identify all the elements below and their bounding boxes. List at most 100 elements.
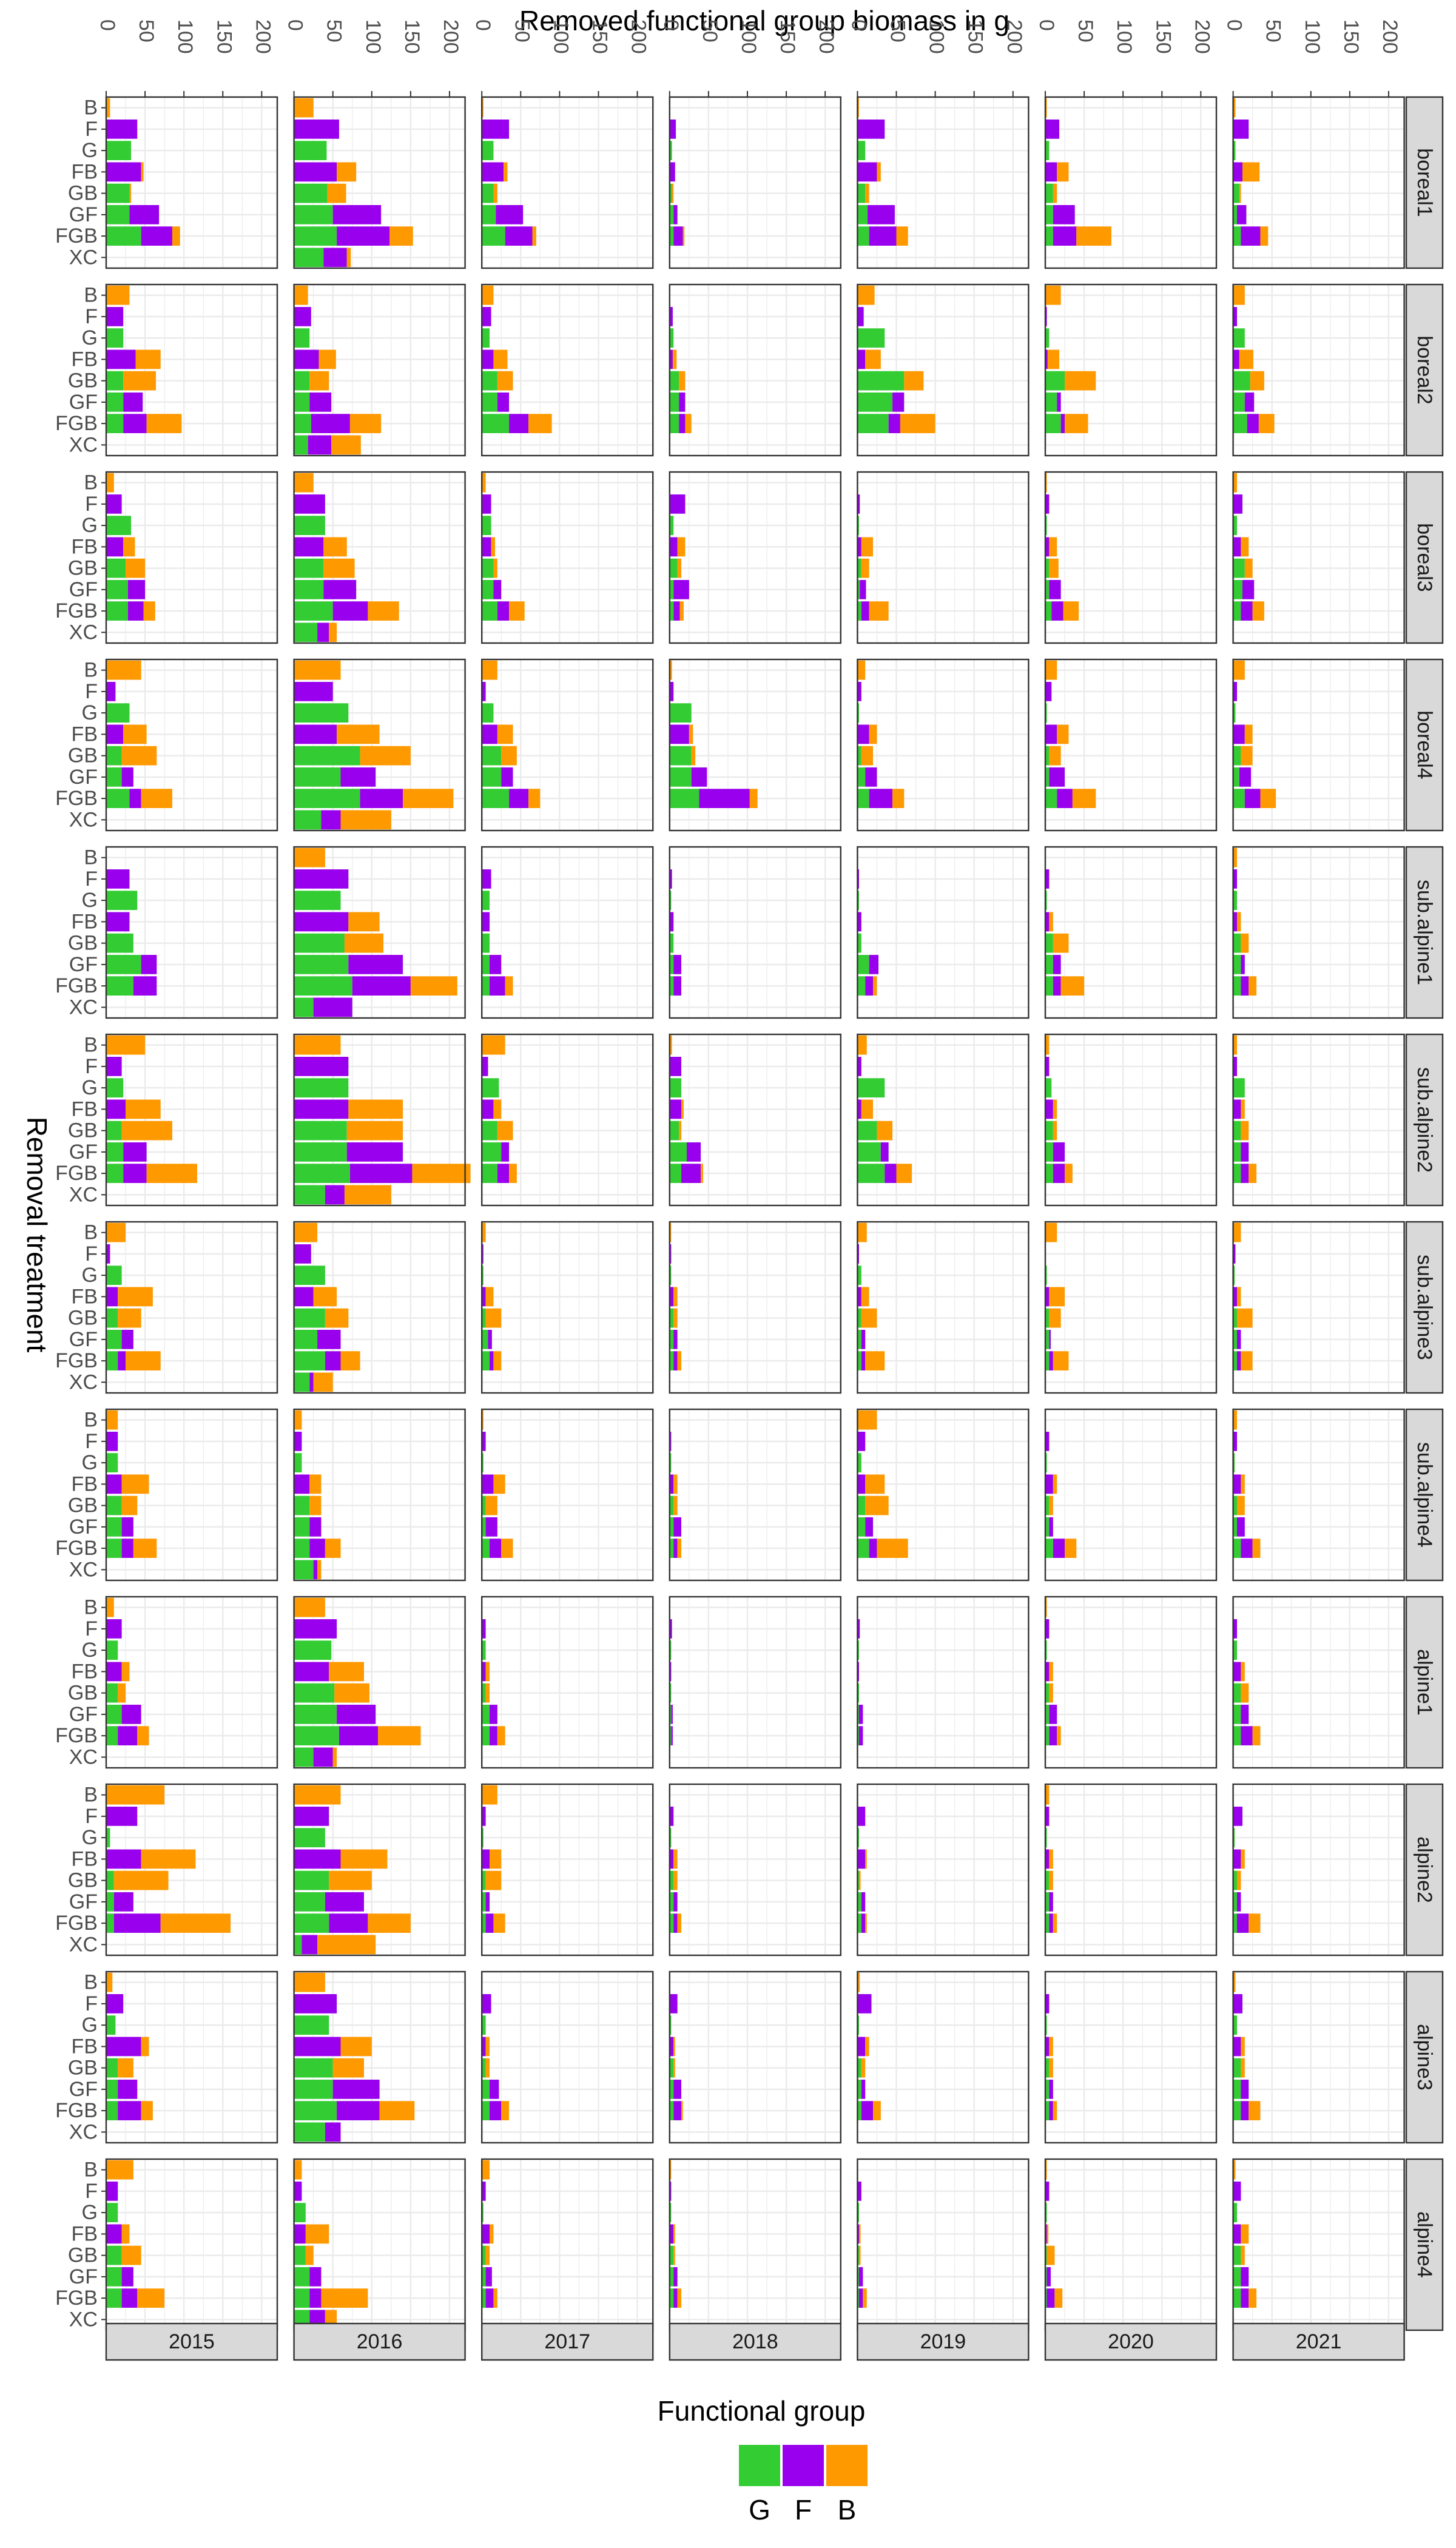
bar-segment-f [329, 1913, 368, 1933]
bar-segment-f [673, 2080, 682, 2099]
bar-segment-b [857, 98, 859, 118]
x-axis-tick-label: 50 [510, 19, 533, 42]
bar-segment-g [669, 1705, 672, 1724]
bar-segment-f [325, 1892, 364, 1912]
bar-segment-b [677, 537, 686, 557]
bar-segment-f [106, 349, 136, 369]
bar-segment-b [141, 1849, 196, 1869]
bar-segment-g [669, 328, 674, 348]
bar-segment-g [669, 141, 672, 160]
bar-segment-f [865, 976, 874, 996]
bar-segment-f [1233, 682, 1238, 701]
panel-background [1233, 1409, 1404, 1580]
bar-segment-b [1054, 2288, 1063, 2308]
bar-segment-g [1233, 703, 1236, 723]
panel-background [1045, 1597, 1216, 1768]
bar-segment-g [294, 976, 352, 996]
bar-segment-f [857, 1474, 866, 1494]
bar-segment-g [294, 601, 333, 621]
facet-panel [481, 1408, 654, 1582]
panel-border [669, 846, 842, 1019]
facet-strip-site-label: sub.alpine1 [1413, 880, 1436, 985]
bar-segment-b [1049, 537, 1057, 557]
panel-border [1232, 1783, 1405, 1956]
bar-segment-b [1049, 558, 1059, 578]
bar-segment-g [1233, 558, 1245, 578]
bar-segment-f [861, 1913, 866, 1933]
bar-segment-f [127, 580, 146, 599]
bar-segment-f [1233, 1057, 1238, 1076]
bar-segment-b [858, 1870, 861, 1890]
bar-segment-f [1233, 1849, 1241, 1869]
panel-border [1232, 846, 1405, 1019]
bar-segment-f [1237, 1351, 1241, 1370]
bar-segment-b [143, 601, 155, 621]
bar-segment-f [1045, 1474, 1053, 1494]
facet-panel [1232, 1783, 1405, 1956]
bar-segment-b [1233, 473, 1238, 493]
bar-segment-f [669, 162, 675, 182]
bar-segment-f [1241, 226, 1261, 246]
panel-border [669, 1783, 842, 1956]
bar-segment-f [673, 1330, 678, 1349]
bar-segment-f [669, 1244, 672, 1264]
bar-segment-f [482, 1287, 486, 1307]
bar-segment-b [861, 1099, 874, 1119]
bar-segment-b [509, 601, 525, 621]
panel-border [105, 1783, 278, 1956]
bar-segment-g [106, 371, 124, 391]
bar-segment-b [305, 2224, 329, 2244]
bar-segment-f [669, 1662, 672, 1682]
bar-segment-b [135, 349, 161, 369]
y-axis-tick-label: GB [68, 1494, 98, 1517]
bar-segment-f [294, 494, 325, 514]
bar-segment-g [294, 371, 310, 391]
facet-strip-year [1044, 2322, 1218, 2361]
bar-segment-g [1233, 789, 1245, 808]
bar-segment-f [679, 393, 686, 412]
bar-segment-f [106, 682, 116, 701]
bar-segment-f [509, 414, 529, 433]
bar-segment-f [1233, 912, 1238, 932]
bar-segment-f [482, 1099, 494, 1119]
bar-segment-b [701, 1164, 703, 1183]
panel-border [481, 1596, 654, 1769]
bar-segment-b [1049, 1849, 1053, 1869]
y-axis-tick-label: G [82, 514, 98, 537]
bar-segment-f [106, 307, 124, 326]
bar-segment-g [669, 746, 692, 766]
bar-segment-b [1049, 1287, 1065, 1307]
panel-border [105, 1408, 278, 1582]
bar-segment-f [1233, 724, 1245, 744]
bar-segment-f [313, 1747, 333, 1767]
bar-segment-g [482, 1726, 490, 1745]
bar-segment-g [294, 789, 360, 808]
bar-segment-f [106, 537, 124, 557]
panel-border [481, 846, 654, 1019]
bar-segment-b [493, 1099, 502, 1119]
bar-segment-b [485, 2245, 490, 2265]
bar-segment-g [857, 2015, 859, 2035]
bar-segment-b [1244, 724, 1253, 744]
bar-segment-f [106, 1244, 110, 1264]
bar-segment-f [309, 393, 332, 412]
panel-border [481, 96, 654, 269]
bar-segment-b [482, 1222, 486, 1242]
bar-segment-f [681, 1164, 701, 1183]
bar-segment-f [123, 1164, 147, 1183]
bar-segment-f [340, 767, 376, 787]
bar-segment-b [321, 2288, 368, 2308]
panel-background [669, 1972, 841, 2143]
bar-segment-g [482, 703, 494, 723]
bar-segment-b [378, 1726, 421, 1745]
facet-panel [293, 96, 466, 269]
bar-segment-g [294, 1747, 314, 1767]
facet-panel [857, 1221, 1030, 1394]
facet-panel [481, 283, 654, 457]
bar-segment-f [857, 1807, 866, 1826]
bar-segment-b [1241, 746, 1253, 766]
bar-segment-g [1045, 1266, 1047, 1285]
facet-panel [857, 1596, 1030, 1769]
bar-segment-g [1045, 703, 1047, 723]
bar-segment-g [1045, 1142, 1053, 1162]
